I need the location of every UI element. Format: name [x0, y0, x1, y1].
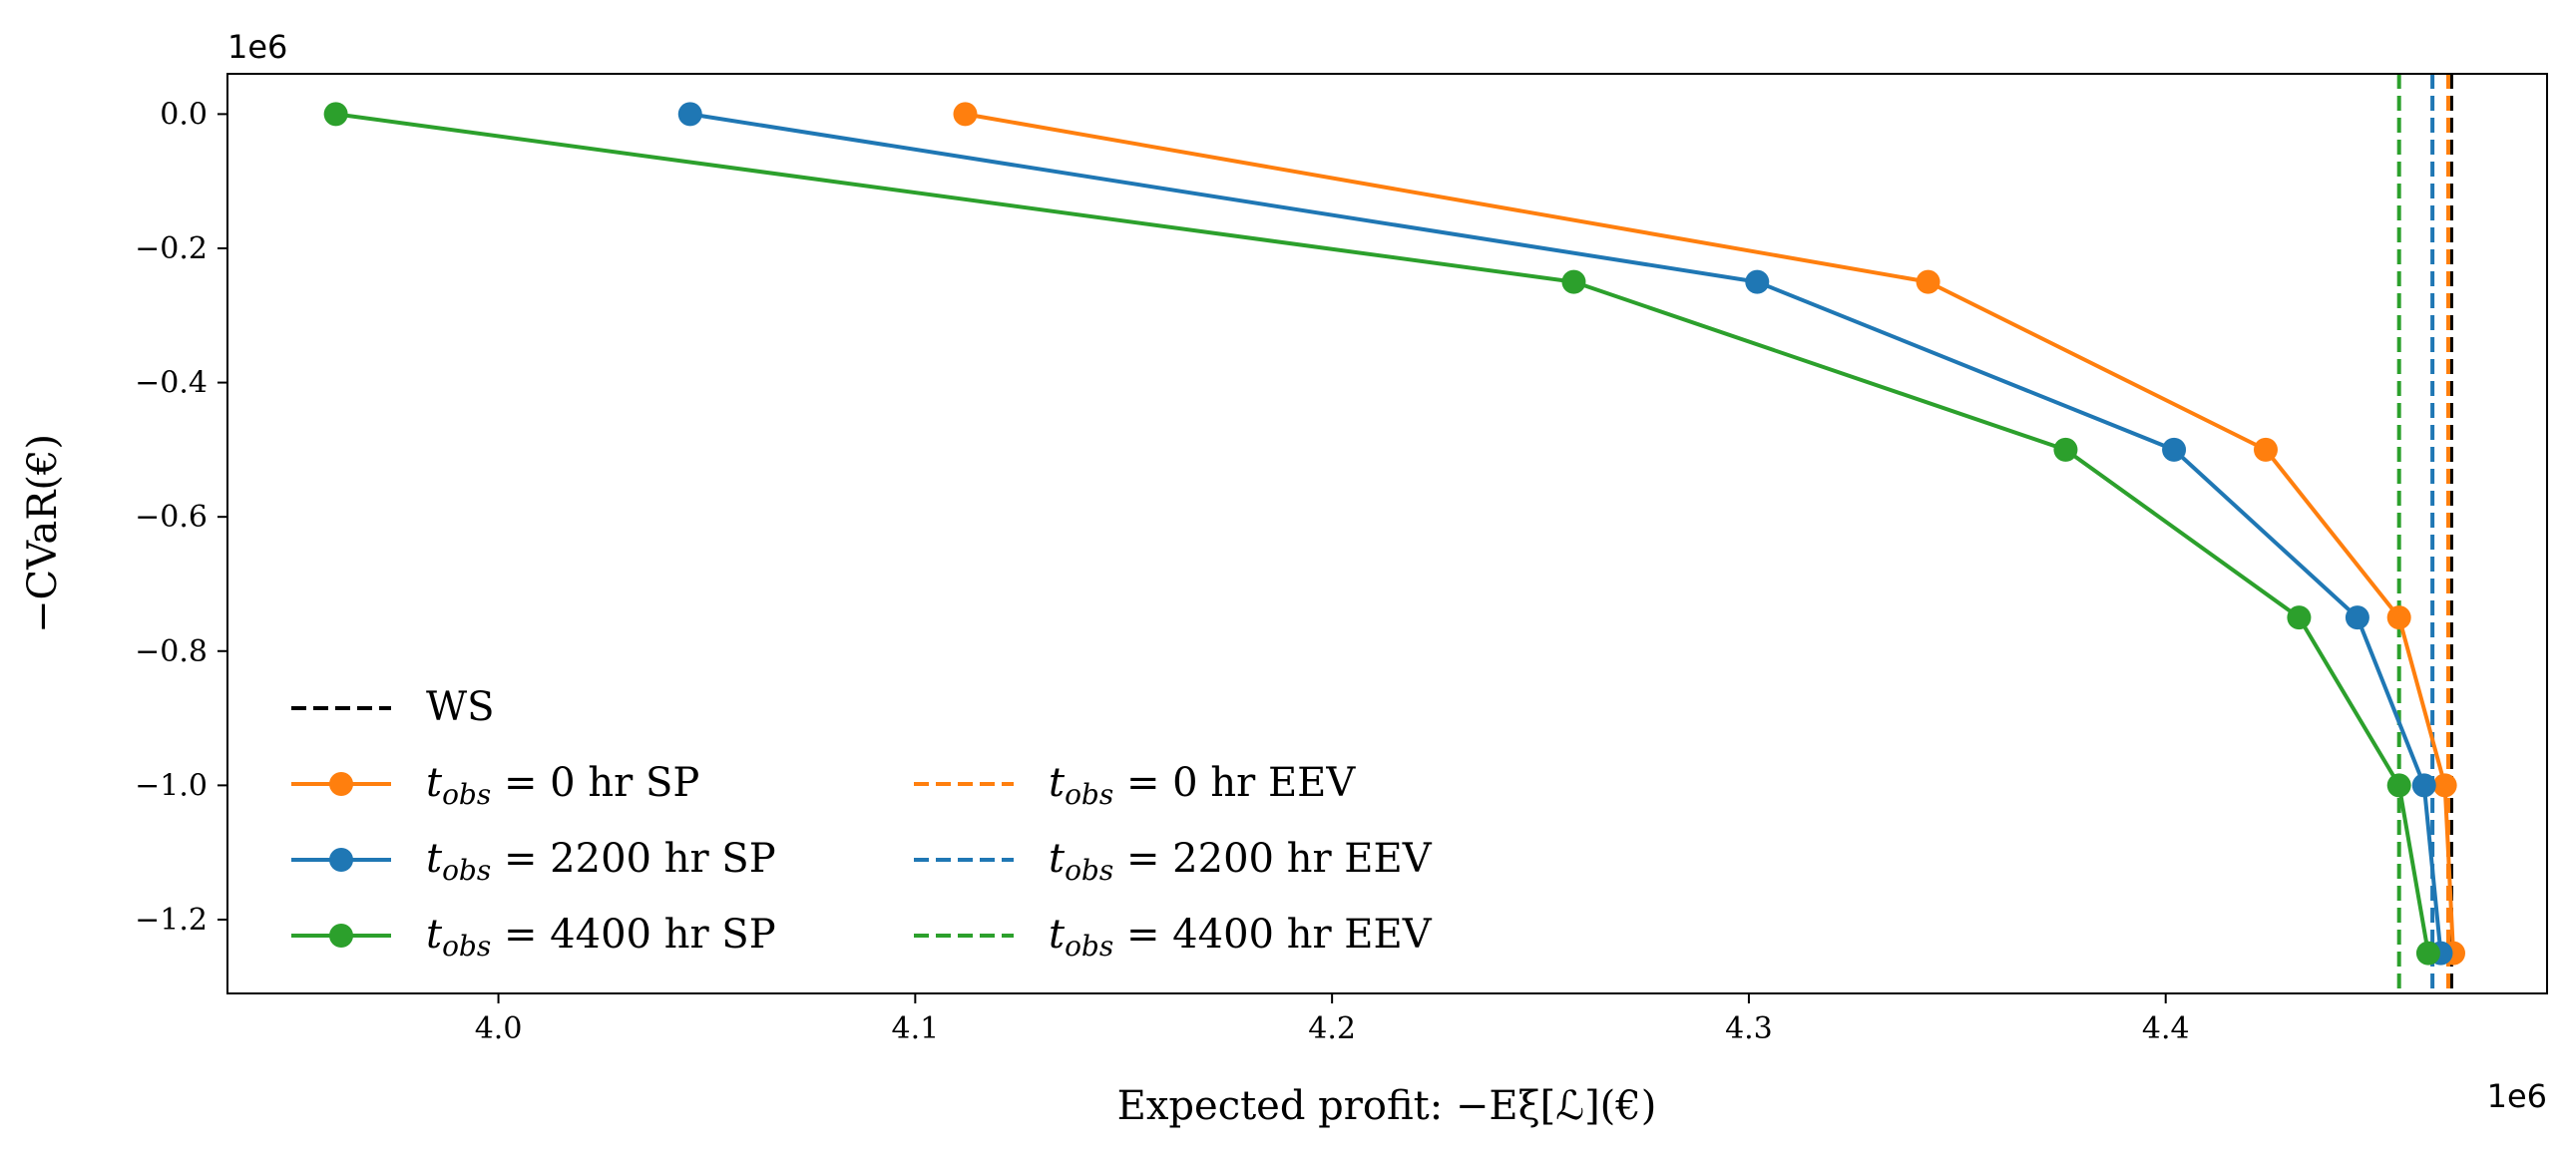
- plot-area: [323, 74, 2465, 993]
- data-point-t-obs-0-hr-sp-4: [2432, 773, 2457, 798]
- legend-entry-t-obs-2200-hr-eev: tobs = 2200 hr EEV: [914, 836, 1433, 887]
- x-tick-label: 4.0: [475, 1011, 523, 1046]
- y-offset-label: 1e6: [227, 28, 287, 66]
- y-tick-label: 0.0: [160, 97, 208, 132]
- x-tick-label: 4.3: [1725, 1011, 1773, 1046]
- x-offset-label: 1e6: [2487, 1077, 2547, 1115]
- y-tick-label: −1.2: [135, 903, 208, 938]
- legend-marker: [329, 924, 353, 948]
- y-tick-label: −1.0: [135, 768, 208, 803]
- series-line-t-obs-2200-hr-sp: [689, 112, 2443, 954]
- series-line-t-obs-4400-hr-sp: [335, 112, 2430, 954]
- x-tick-label: 4.2: [1308, 1011, 1356, 1046]
- data-point-t-obs-0-hr-sp-1: [1916, 269, 1940, 294]
- legend-label: tobs = 0 hr EEV: [1049, 760, 1356, 811]
- data-point-t-obs-0-hr-sp-2: [2253, 437, 2278, 462]
- y-tick-label: −0.8: [135, 634, 208, 669]
- data-point-t-obs-2200-hr-sp-1: [1745, 269, 1770, 294]
- legend-label: tobs = 2200 hr EEV: [1049, 836, 1433, 887]
- data-point-t-obs-2200-hr-sp-4: [2411, 773, 2436, 798]
- data-point-t-obs-0-hr-sp-3: [2386, 605, 2411, 630]
- y-tick-label: −0.6: [135, 500, 208, 535]
- legend-entry-t-obs-4400-hr-sp: tobs = 4400 hr SP: [291, 912, 776, 963]
- legend-label: tobs = 4400 hr SP: [426, 912, 776, 963]
- legend-label: WS: [426, 684, 495, 730]
- data-point-t-obs-2200-hr-sp-2: [2162, 437, 2187, 462]
- data-point-t-obs-4400-hr-sp-2: [2053, 437, 2078, 462]
- data-point-t-obs-4400-hr-sp-3: [2287, 605, 2312, 630]
- legend-marker: [329, 772, 353, 796]
- y-tick-label: −0.2: [135, 231, 208, 266]
- legend: WS tobs = 0 hr SP tobs = 2200 hr SP tobs = …: [291, 684, 1433, 963]
- x-axis-label: Expected profit: −Eξ[ℒ](€): [1117, 1083, 1657, 1129]
- x-tick-label: 4.4: [2142, 1011, 2190, 1046]
- legend-entry-t-obs-4400-hr-eev: tobs = 4400 hr EEV: [914, 912, 1433, 963]
- axes-frame: [226, 73, 2548, 994]
- legend-entry-t-obs-2200-hr-sp: tobs = 2200 hr SP: [291, 836, 776, 887]
- legend-entry-ws: WS: [291, 684, 495, 730]
- legend-label: tobs = 2200 hr SP: [426, 836, 776, 887]
- data-point-t-obs-2200-hr-sp-0: [677, 102, 702, 127]
- data-point-t-obs-4400-hr-sp-5: [2415, 941, 2440, 966]
- data-point-t-obs-2200-hr-sp-3: [2345, 605, 2369, 630]
- data-point-t-obs-4400-hr-sp-0: [323, 102, 348, 127]
- series-line-t-obs-0-hr-sp: [965, 112, 2455, 954]
- x-tick-label: 4.1: [891, 1011, 939, 1046]
- axis-ticks: 4.0 4.1 4.2 4.3 4.4 0.0 −0.2 −0.4 −0.6 −0.8 −1.0 −1…: [135, 97, 2189, 1046]
- data-point-t-obs-0-hr-sp-0: [953, 102, 978, 127]
- legend-entry-t-obs-0-hr-sp: tobs = 0 hr SP: [291, 760, 699, 811]
- data-point-t-obs-4400-hr-sp-4: [2386, 773, 2411, 798]
- legend-marker: [329, 848, 353, 872]
- legend-entry-t-obs-0-hr-eev: tobs = 0 hr EEV: [914, 760, 1356, 811]
- y-axis-label: −CVaR(€): [20, 434, 66, 633]
- legend-label: tobs = 4400 hr EEV: [1049, 912, 1433, 963]
- y-tick-label: −0.4: [135, 366, 208, 401]
- legend-label: tobs = 0 hr SP: [426, 760, 699, 811]
- data-point-t-obs-4400-hr-sp-1: [1561, 269, 1586, 294]
